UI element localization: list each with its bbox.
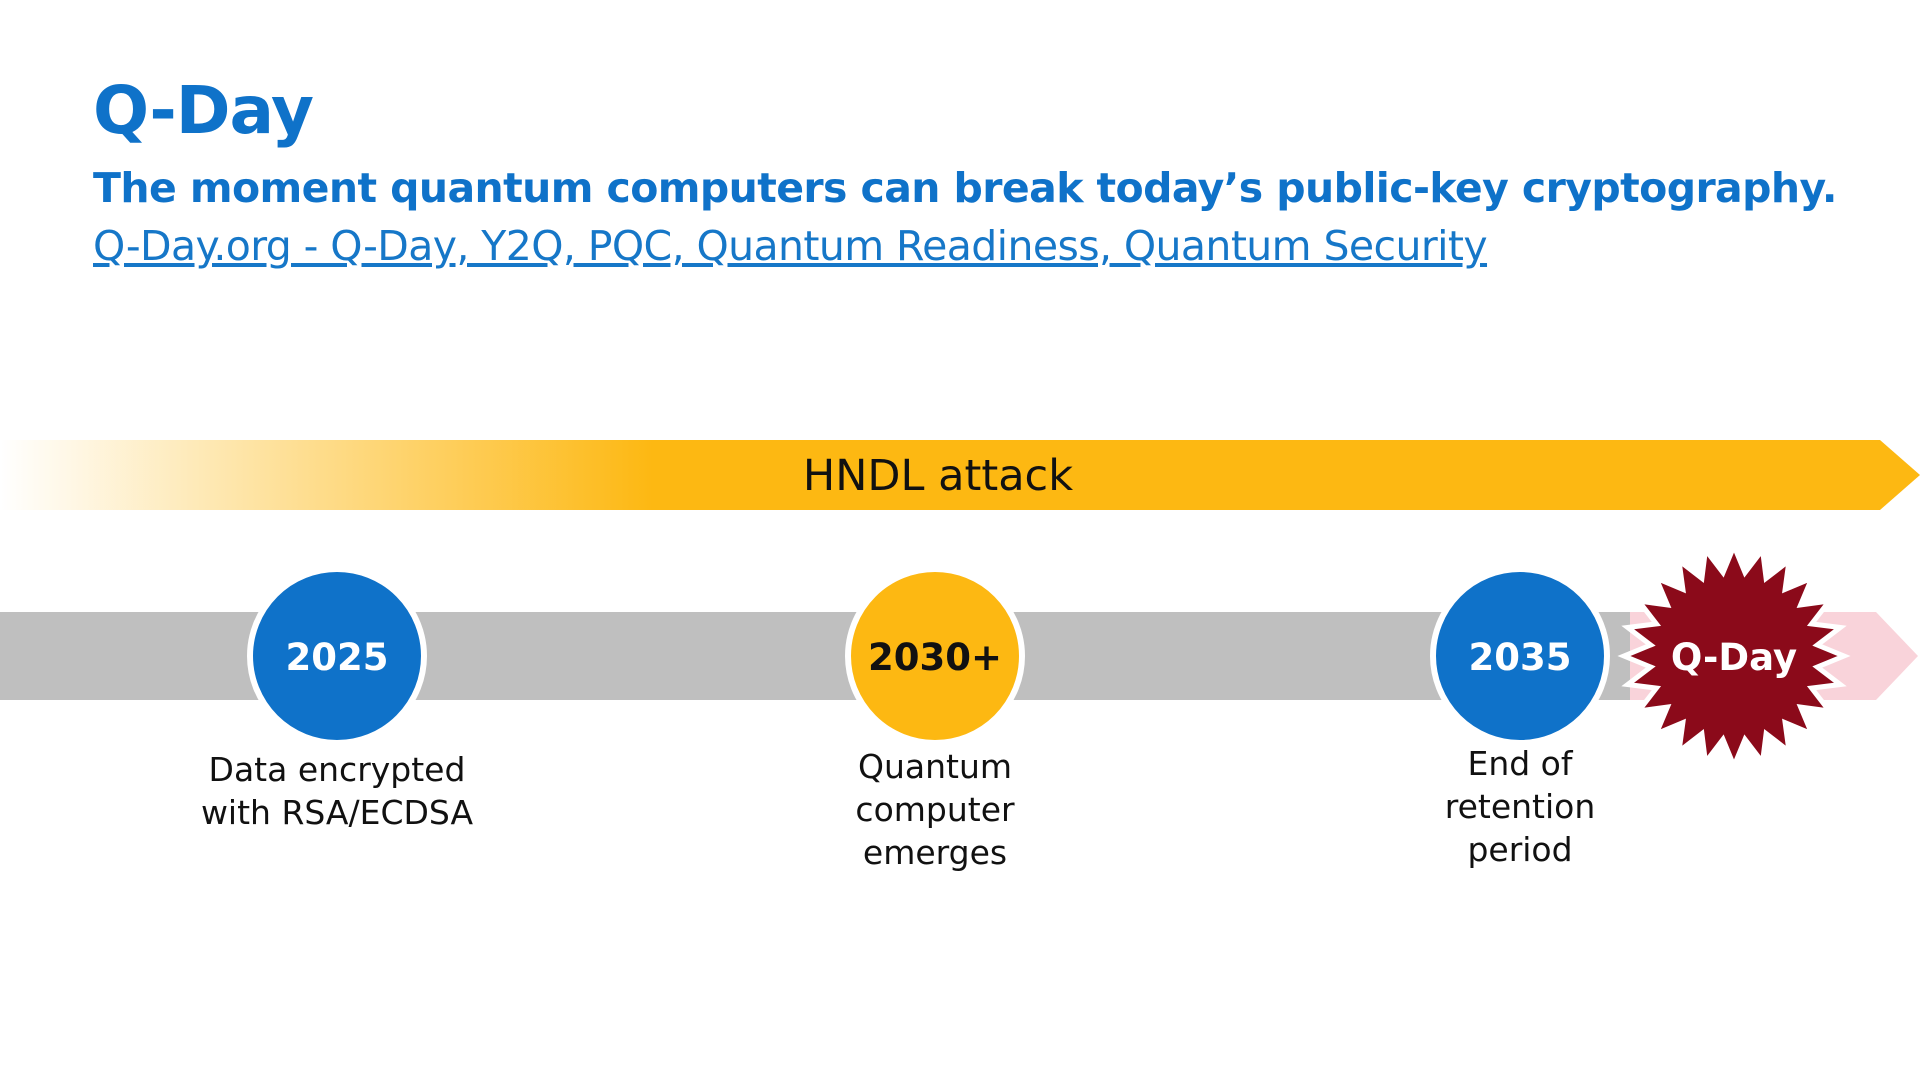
caption-line: computer: [855, 790, 1015, 829]
milestone-year: 2030+: [868, 636, 1002, 679]
caption-line: Quantum: [857, 747, 1013, 786]
caption-line: emerges: [862, 833, 1008, 872]
qday-org-link[interactable]: Q-Day.org - Q-Day, Y2Q, PQC, Quantum Rea…: [93, 222, 1488, 270]
milestone-2025: 2025: [247, 566, 427, 746]
burst-star-icon: [1617, 539, 1851, 773]
caption-line: period: [1467, 830, 1573, 869]
caption-line: Data encrypted: [208, 750, 466, 789]
milestone-caption-2025: Data encrypted with RSA/ECDSA: [167, 748, 507, 834]
milestone-caption-2035: End of retention period: [1350, 742, 1690, 871]
qday-burst-badge: Q-Day: [1617, 539, 1851, 773]
caption-line: with RSA/ECDSA: [200, 793, 474, 832]
qday-badge-label: Q-Day: [1671, 636, 1797, 679]
milestone-2030: 2030+: [845, 566, 1025, 746]
page-subtitle: The moment quantum computers can break t…: [93, 164, 1837, 212]
page-title: Q-Day: [93, 72, 314, 149]
milestone-2035: 2035: [1430, 566, 1610, 746]
milestone-year: 2025: [286, 636, 389, 679]
hndl-attack-band: [0, 440, 1920, 510]
milestone-caption-2030: Quantum computer emerges: [765, 745, 1105, 874]
milestone-year: 2035: [1469, 636, 1572, 679]
caption-line: End of: [1467, 744, 1573, 783]
caption-line: retention: [1444, 787, 1596, 826]
hndl-attack-label: HNDL attack: [803, 451, 1073, 501]
